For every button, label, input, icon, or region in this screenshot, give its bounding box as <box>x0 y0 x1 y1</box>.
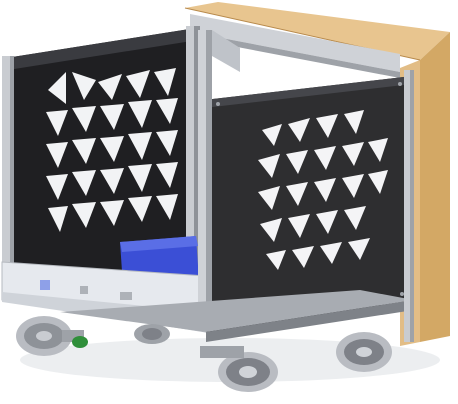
bottom-chassis-plate <box>60 290 414 342</box>
center-aluminum-posts <box>198 30 240 330</box>
top-aluminum-rail <box>190 14 400 78</box>
left-side-panel <box>6 28 204 300</box>
rear-right-mecanum-wheel <box>336 332 392 372</box>
right-panel-triangle-cutouts <box>258 110 388 270</box>
right-front-panel <box>204 76 414 334</box>
front-left-mecanum-wheel <box>16 316 88 356</box>
left-aluminum-posts <box>2 26 200 302</box>
left-panel-triangle-cutouts <box>46 68 178 232</box>
right-aluminum-post <box>404 70 414 342</box>
rear-left-mecanum-wheel <box>134 324 170 344</box>
front-right-mecanum-wheel <box>200 346 278 392</box>
